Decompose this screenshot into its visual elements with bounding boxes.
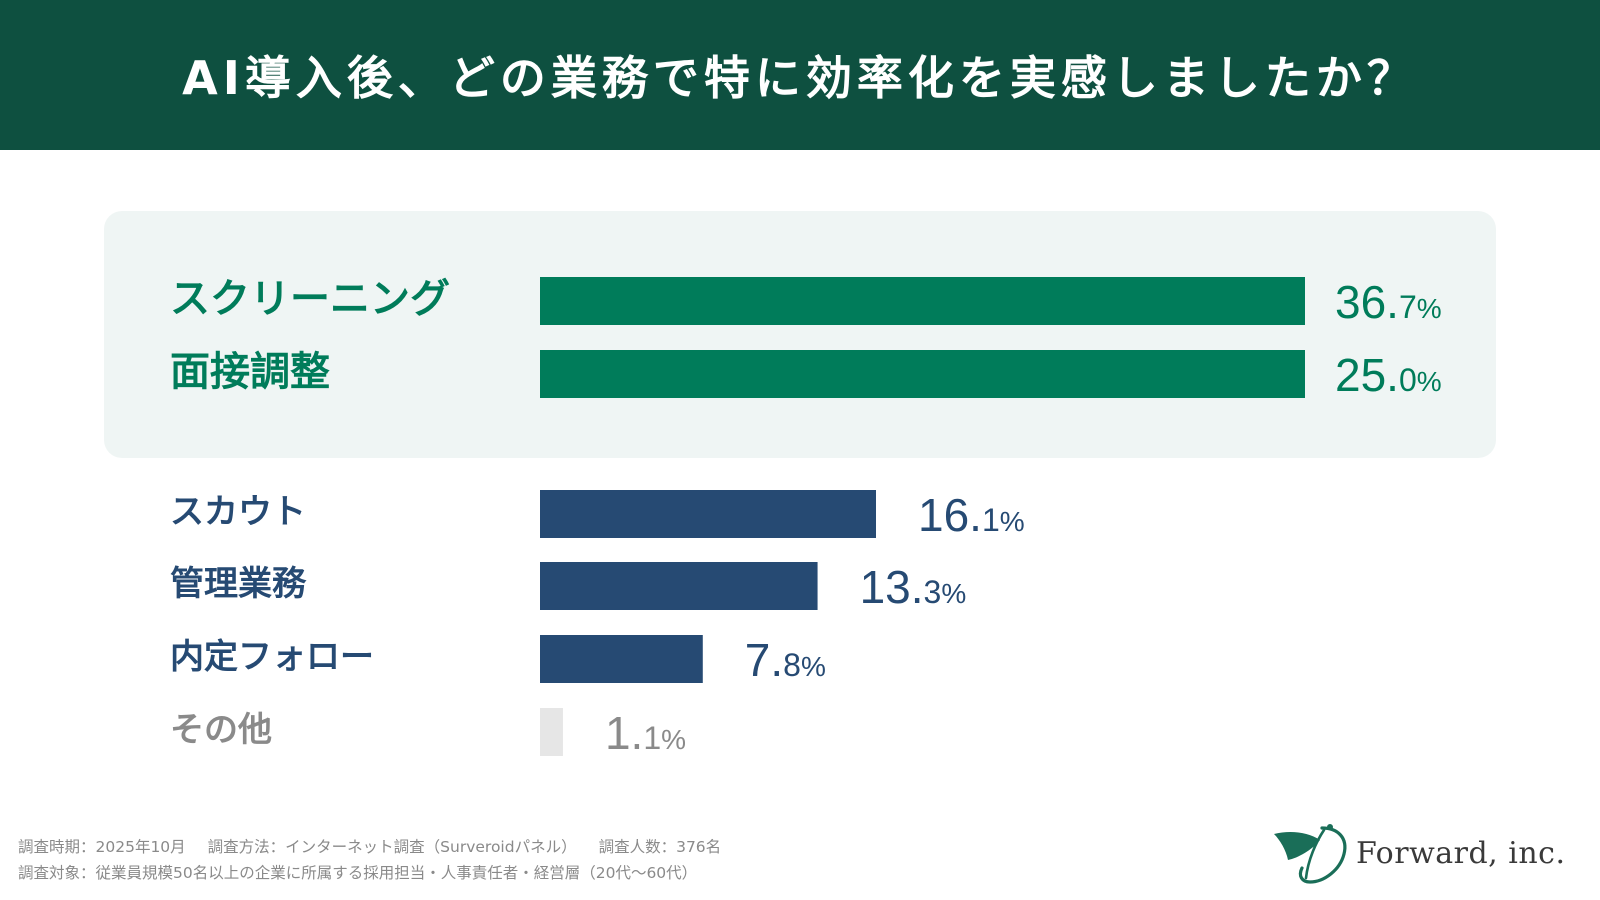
category-label-5: 内定フォロー	[170, 637, 374, 677]
value-decimal-6: 1	[643, 720, 662, 756]
value-integer-2: 25.	[1335, 349, 1399, 401]
survey-notes: 調査時期：2025年10月 調査方法：インターネット調査（Surveroidパネル…	[18, 834, 721, 886]
category-label-2: 面接調整	[170, 349, 330, 395]
forward-leaf-icon	[1274, 824, 1347, 884]
value-label-6: 1.1%	[605, 710, 686, 756]
value-label-4: 13.3%	[860, 564, 967, 610]
bar-1	[540, 277, 1305, 325]
value-unit-6: %	[661, 724, 687, 755]
value-unit-3: %	[999, 506, 1025, 537]
value-decimal-2: 0	[1398, 362, 1417, 398]
page-title: AI導入後、どの業務で特に効率化を実感しましたか？	[182, 51, 1418, 105]
bar-5	[540, 635, 703, 683]
bar-3	[540, 490, 876, 538]
value-integer-3: 16.	[918, 489, 982, 541]
value-label-2: 25.0%	[1335, 352, 1442, 398]
value-decimal-3: 1	[981, 502, 1000, 538]
survey-method: 調査方法：インターネット調査（Surveroidパネル）	[207, 838, 577, 856]
value-decimal-4: 3	[923, 574, 942, 610]
category-label-4: 管理業務	[170, 564, 306, 604]
category-label-1: スクリーニング	[170, 276, 450, 322]
value-integer-6: 1.	[604, 707, 644, 759]
survey-period: 調査時期：2025年10月	[18, 838, 186, 856]
bar-6	[540, 708, 563, 756]
header-bar: AI導入後、どの業務で特に効率化を実感しましたか？	[0, 0, 1600, 150]
value-integer-1: 36.	[1335, 276, 1399, 328]
survey-notes-line-1: 調査時期：2025年10月 調査方法：インターネット調査（Surveroidパネル…	[18, 834, 721, 860]
survey-target: 調査対象：従業員規模50名以上の企業に所属する採用担当・人事責任者・経営層（20…	[18, 864, 698, 882]
value-unit-1: %	[1416, 293, 1442, 324]
survey-count: 調査人数：376名	[598, 838, 722, 856]
value-integer-5: 7.	[744, 634, 784, 686]
value-decimal-1: 7	[1398, 289, 1417, 325]
value-label-3: 16.1%	[918, 492, 1025, 538]
company-logo: Forward, inc.	[1268, 820, 1568, 886]
value-label-1: 36.7%	[1335, 279, 1442, 325]
bar-2	[540, 350, 1305, 398]
value-label-5: 7.8%	[745, 637, 826, 683]
value-unit-4: %	[941, 578, 967, 609]
value-integer-4: 13.	[859, 561, 924, 613]
value-unit-2: %	[1416, 366, 1442, 397]
bar-4	[540, 562, 818, 610]
category-label-6: その他	[170, 710, 272, 750]
company-name: Forward, inc.	[1356, 835, 1566, 871]
highlight-panel	[104, 211, 1496, 458]
value-unit-5: %	[800, 651, 826, 682]
value-decimal-5: 8	[783, 647, 801, 683]
category-label-3: スカウト	[170, 492, 306, 532]
